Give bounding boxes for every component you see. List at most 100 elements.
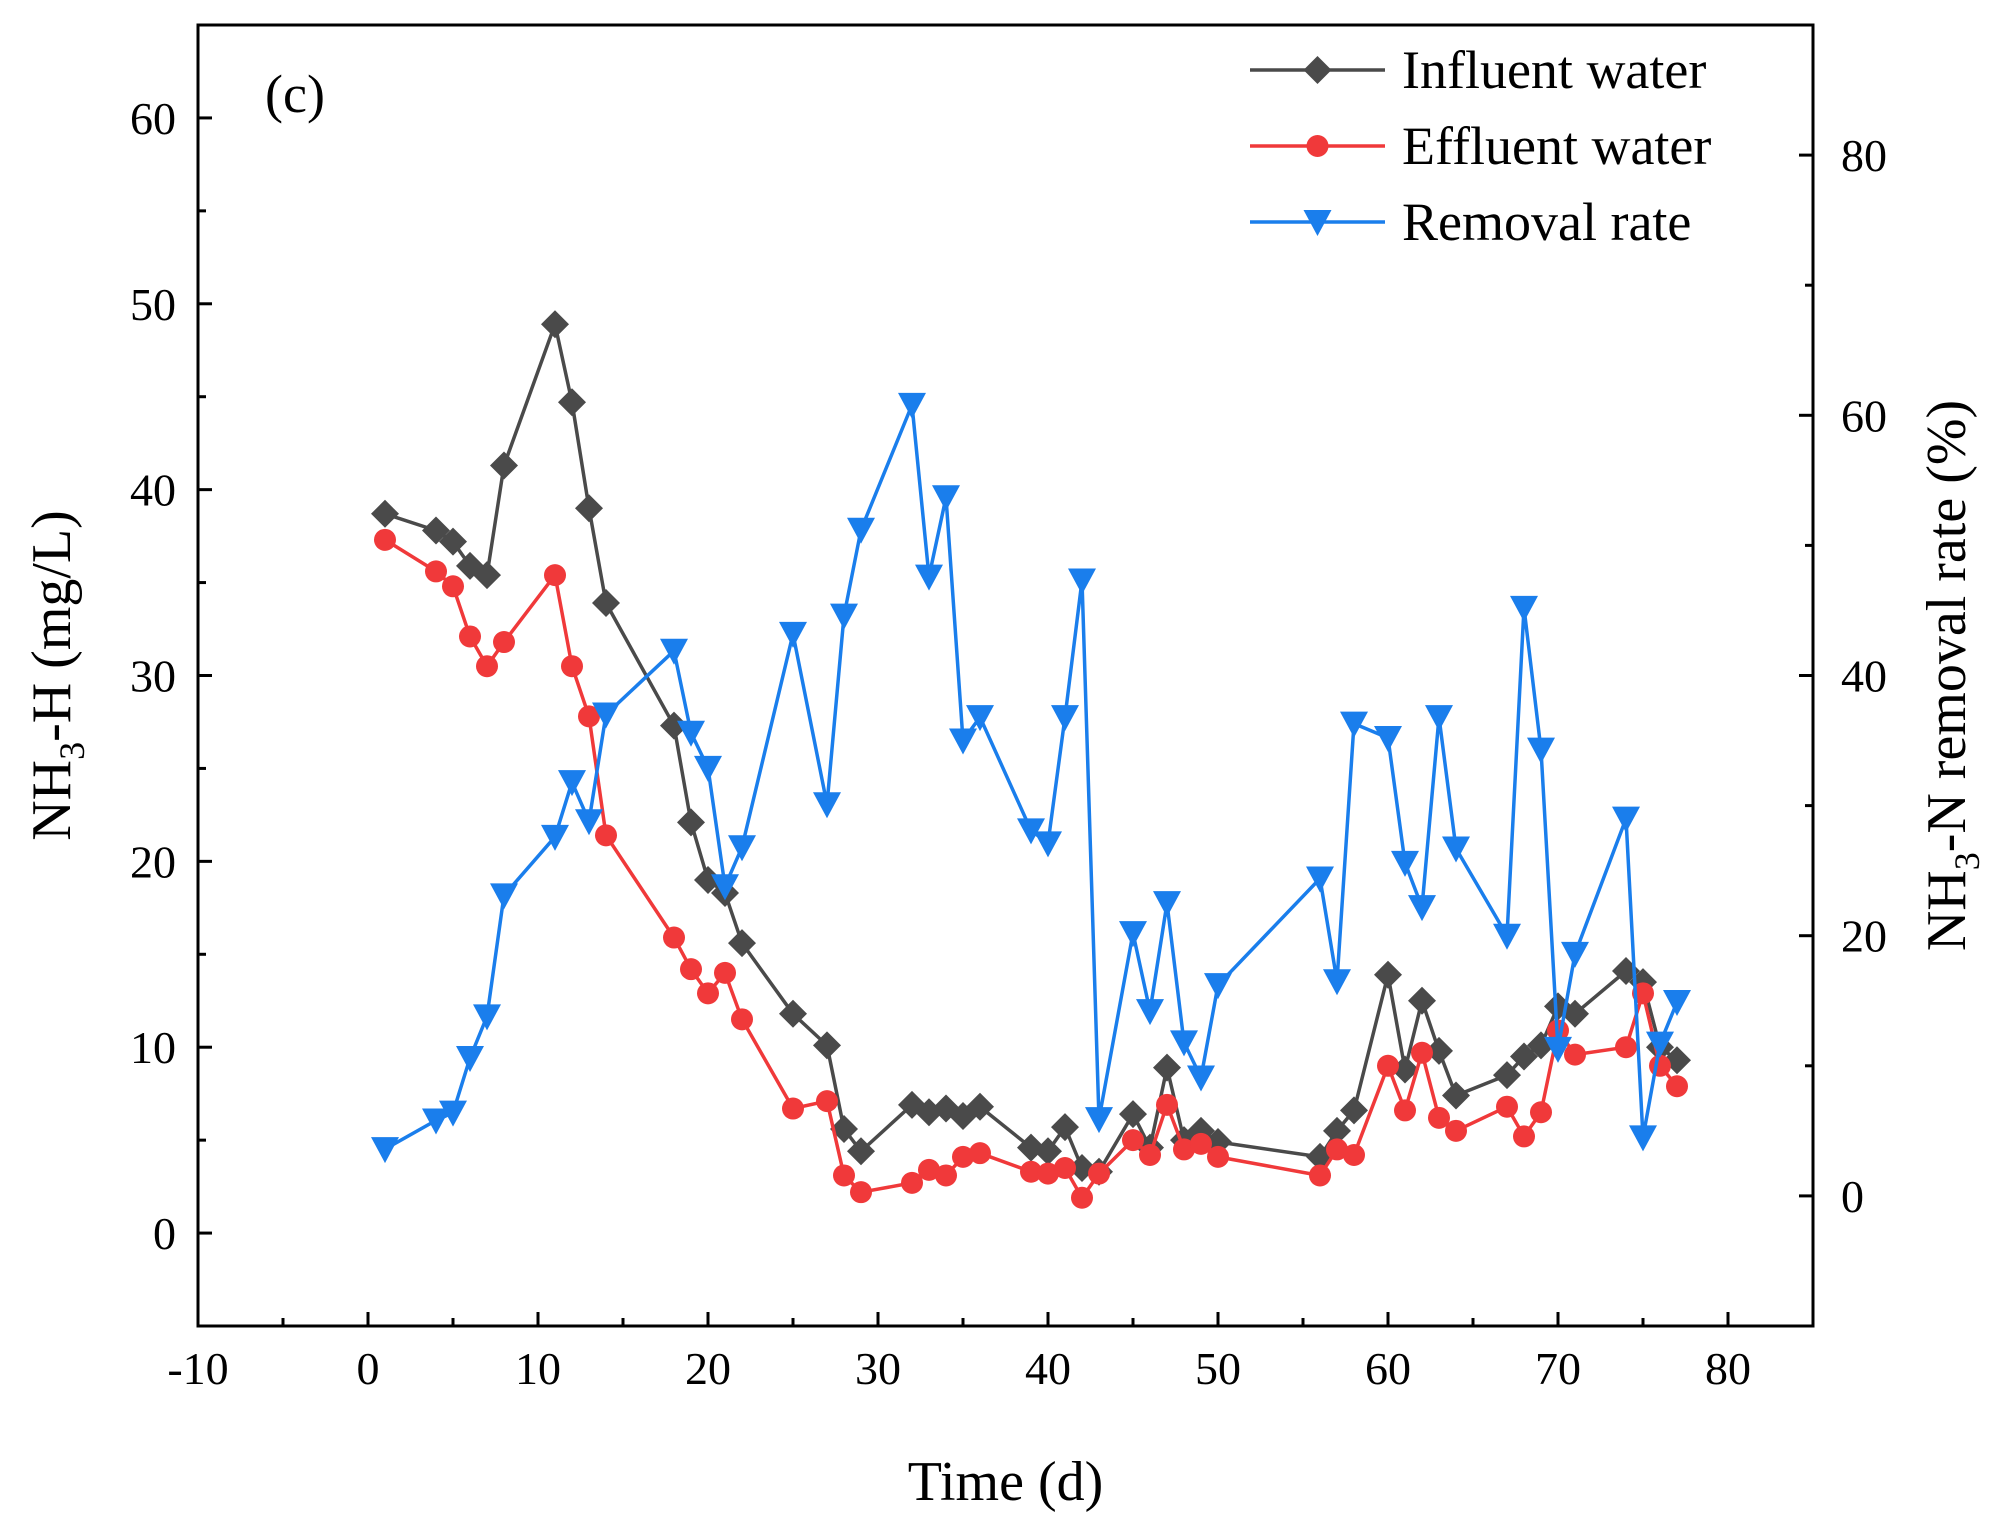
effluent-water-point <box>1207 1145 1229 1168</box>
removal-rate-point <box>1442 836 1470 863</box>
removal-rate-point <box>949 728 977 755</box>
influent-water-point <box>1561 999 1589 1028</box>
influent-water-point <box>1323 1116 1351 1145</box>
removal-rate-point <box>932 485 960 512</box>
removal-rate-point <box>1323 969 1351 996</box>
influent-water-point <box>592 589 620 618</box>
panel-label: (c) <box>265 64 325 124</box>
influent-water-point <box>1119 1100 1147 1129</box>
effluent-water-point <box>1020 1160 1042 1183</box>
removal-rate-point <box>592 702 620 729</box>
removal-rate-point <box>1544 1036 1572 1063</box>
effluent-water-point <box>850 1181 872 1204</box>
left-y-axis-title-rest: -H (mg/L) <box>21 510 83 742</box>
effluent-water-point <box>425 560 447 583</box>
effluent-water-point <box>374 528 396 551</box>
effluent-water-point <box>1411 1041 1433 1064</box>
effluent-water-point <box>935 1164 957 1187</box>
effluent-water-point <box>1496 1095 1518 1118</box>
left-y-axis-ticks: 0 10 20 30 40 50 60 <box>130 93 212 1259</box>
influent-water-series <box>371 310 1691 1186</box>
effluent-water-point <box>901 1171 923 1194</box>
influent-water-point <box>541 310 569 339</box>
removal-rate-point <box>371 1137 399 1164</box>
legend-effluent-water-label: Effluent water <box>1402 116 1711 176</box>
effluent-water-point <box>969 1142 991 1165</box>
effluent-water-point <box>1071 1186 1093 1209</box>
removal-rate-point <box>473 1004 501 1031</box>
x-tick-label: 80 <box>1705 1343 1751 1394</box>
effluent-water-point <box>731 1008 753 1031</box>
legend: Influent water Effluent water Removal rate <box>1250 40 1711 252</box>
x-axis-title: Time (d) <box>908 1451 1104 1513</box>
removal-rate-series <box>371 392 1691 1164</box>
right-y-tick-label: 80 <box>1841 130 1887 181</box>
removal-rate-point <box>1306 866 1334 893</box>
removal-rate-point <box>1187 1065 1215 1092</box>
influent-water-point <box>1510 1042 1538 1071</box>
left-y-axis-title: NH3-H (mg/L) <box>21 510 92 841</box>
removal-rate-point <box>1017 818 1045 845</box>
influent-water-point <box>847 1137 875 1166</box>
removal-rate-point <box>1612 806 1640 833</box>
removal-rate-point <box>1663 990 1691 1017</box>
effluent-water-line <box>384 538 1679 1200</box>
removal-rate-point <box>1034 831 1062 858</box>
removal-rate-point <box>1527 737 1555 764</box>
x-tick-label: 50 <box>1195 1343 1241 1394</box>
influent-water-point <box>422 516 450 545</box>
x-tick-label: -10 <box>167 1343 228 1394</box>
effluent-water-point <box>1122 1129 1144 1152</box>
right-y-axis-title-main: NH <box>1916 870 1978 951</box>
x-tick-label: 70 <box>1535 1343 1581 1394</box>
right-y-tick-label: 40 <box>1841 651 1887 702</box>
effluent-water-point <box>833 1164 855 1187</box>
effluent-water-point <box>1190 1132 1212 1155</box>
removal-rate-point <box>779 621 807 648</box>
effluent-water-point <box>1632 982 1654 1005</box>
influent-water-point <box>490 451 518 480</box>
effluent-water-point <box>697 982 719 1005</box>
influent-water-point <box>1408 986 1436 1015</box>
effluent-water-point <box>1343 1144 1365 1167</box>
effluent-water-point <box>1394 1099 1416 1122</box>
influent-water-line <box>384 322 1679 1174</box>
influent-water-point <box>813 1031 841 1060</box>
effluent-water-point <box>918 1158 940 1181</box>
left-y-axis-title-subscript: 3 <box>52 742 92 760</box>
removal-rate-point <box>1646 1031 1674 1058</box>
influent-water-point <box>660 711 688 740</box>
removal-rate-point <box>456 1045 484 1072</box>
legend-effluent-water-marker <box>1306 135 1329 157</box>
removal-rate-point <box>490 883 518 910</box>
removal-rate-point <box>1204 973 1232 1000</box>
influent-water-point <box>575 494 603 523</box>
influent-water-point <box>1034 1137 1062 1166</box>
legend-removal-rate-label: Removal rate <box>1402 192 1691 252</box>
effluent-water-point <box>1377 1054 1399 1077</box>
effluent-water-point <box>1054 1157 1076 1180</box>
effluent-water-point <box>680 958 702 981</box>
right-y-axis-title-rest: -N removal rate (%) <box>1916 400 1978 852</box>
legend-removal-rate-marker <box>1303 210 1332 236</box>
removal-rate-point <box>1170 1030 1198 1057</box>
influent-water-point <box>473 561 501 590</box>
x-tick-label: 10 <box>515 1343 561 1394</box>
removal-rate-point <box>541 824 569 851</box>
effluent-water-point <box>952 1145 974 1168</box>
effluent-water-point <box>1037 1162 1059 1185</box>
removal-rate-point <box>1340 711 1368 738</box>
removal-rate-point <box>677 720 705 747</box>
effluent-water-point <box>1530 1101 1552 1124</box>
left-y-tick-label: 50 <box>130 279 176 330</box>
removal-rate-point <box>1153 891 1181 918</box>
influent-water-point <box>1340 1096 1368 1125</box>
right-y-tick-label: 20 <box>1841 911 1887 962</box>
effluent-water-point <box>1666 1075 1688 1098</box>
left-y-tick-label: 10 <box>130 1022 176 1073</box>
influent-water-point <box>1425 1036 1453 1065</box>
removal-rate-point <box>1493 923 1521 950</box>
effluent-water-series <box>374 528 1688 1209</box>
removal-rate-point <box>558 770 586 797</box>
